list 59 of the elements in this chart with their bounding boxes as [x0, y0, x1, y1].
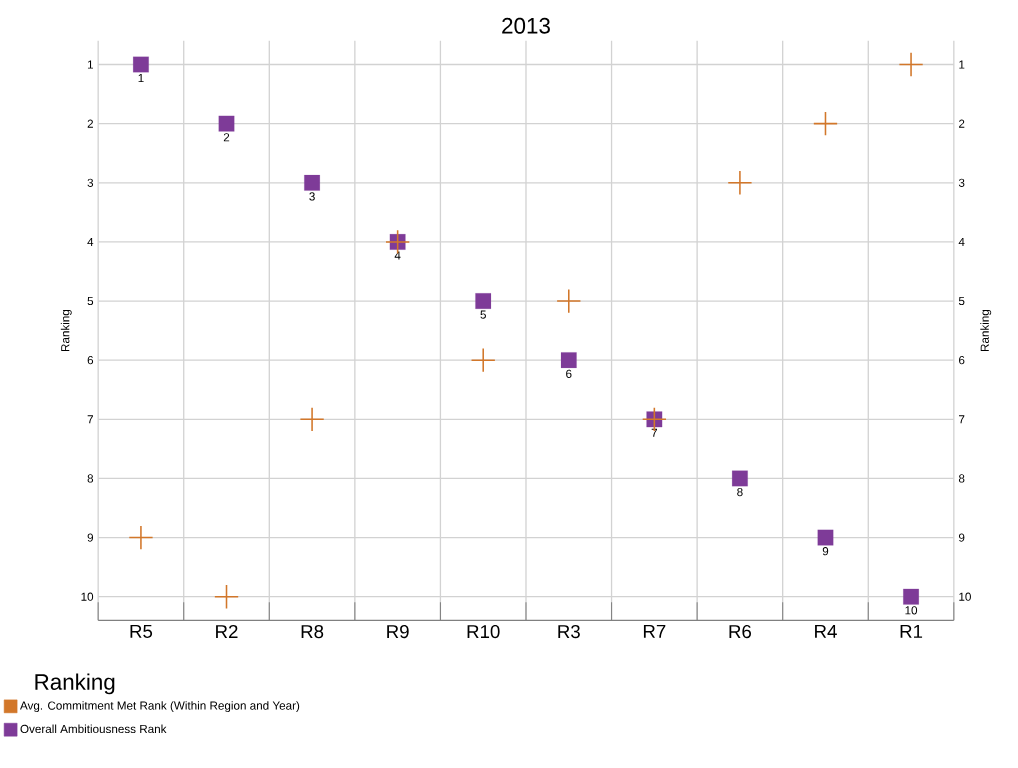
point [133, 56, 149, 73]
x-tick-label: R3 [558, 624, 580, 639]
y2-tick-label: 2 [959, 119, 965, 128]
data-label: 5 [480, 310, 486, 319]
data-label: 1 [138, 73, 144, 82]
x-tick-label: R10 [467, 624, 500, 639]
y2-tick-label: 1 [959, 60, 965, 69]
y2-tick-label: 6 [959, 355, 965, 365]
y-tick-label: 10 [81, 592, 94, 601]
x-tick-label: R7 [643, 624, 666, 638]
y-tick-label: 9 [87, 533, 94, 542]
x-tick-label: R6 [729, 624, 752, 639]
point [471, 348, 495, 372]
x-tick-label: R4 [815, 624, 837, 638]
point [218, 115, 235, 132]
x-tick-label: R5 [130, 624, 153, 638]
chart-title: 2013 [502, 17, 550, 34]
data-label: 4 [394, 251, 401, 260]
point [557, 289, 581, 313]
point [300, 407, 324, 431]
y-tick-label: 7 [87, 415, 93, 424]
x-tick-label: R1 [900, 624, 923, 638]
legend-label: Avg. Commitment Met Rank (Within Region and Year) [19, 701, 300, 712]
y-axis-title: Ranking [60, 309, 72, 351]
y-tick-label: 6 [87, 355, 94, 365]
y2-tick-label: 5 [958, 296, 965, 306]
point [129, 525, 153, 550]
y-tick-label: 4 [87, 237, 94, 246]
y-tick-label: 5 [87, 296, 94, 306]
point [903, 588, 919, 605]
y-tick-label: 2 [87, 119, 93, 128]
legend-title: Ranking [35, 673, 115, 695]
y2-tick-label: 9 [958, 533, 965, 542]
y2-tick-label: 10 [959, 592, 971, 601]
y-tick-label: 3 [87, 178, 94, 187]
y-tick-label: 8 [87, 474, 94, 483]
data-label: 10 [905, 606, 918, 615]
x-tick-label: R9 [387, 624, 409, 639]
data-label: 6 [566, 369, 572, 378]
y2-tick-label: 7 [959, 415, 965, 424]
point [732, 470, 748, 487]
x-tick-label: R2 [216, 624, 238, 638]
point [817, 529, 834, 546]
data-label: 2 [223, 133, 230, 142]
x-tick-label: R8 [301, 624, 324, 639]
legend-label: Overall Ambitiousness Rank [20, 724, 167, 734]
data-label: 3 [309, 192, 315, 201]
data-label: 8 [737, 487, 743, 497]
point [475, 293, 492, 309]
point [899, 52, 923, 77]
y2-tick-label: 3 [958, 178, 965, 187]
y2-tick-label: 4 [958, 237, 965, 246]
y2-axis-title: Ranking [980, 309, 992, 351]
point [304, 174, 320, 191]
y-tick-label: 1 [87, 60, 93, 69]
data-label: 9 [822, 547, 829, 556]
point [728, 171, 752, 195]
y2-tick-label: 8 [958, 474, 965, 483]
point [560, 352, 577, 368]
